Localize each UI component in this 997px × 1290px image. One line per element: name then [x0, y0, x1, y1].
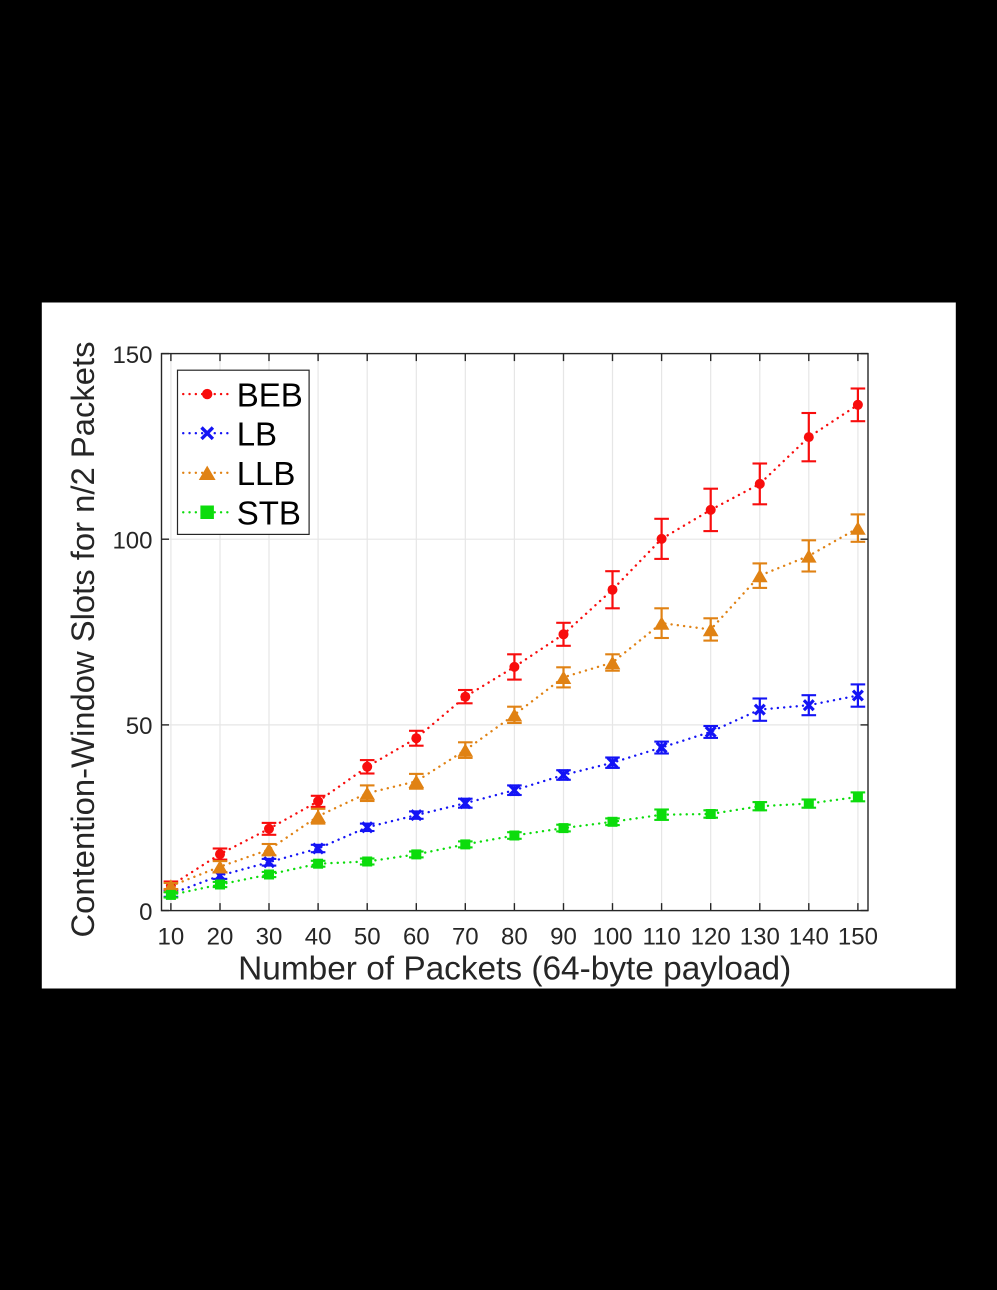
- svg-text:30: 30: [256, 923, 283, 950]
- svg-text:150: 150: [112, 342, 152, 369]
- svg-text:0: 0: [139, 899, 152, 926]
- svg-text:50: 50: [354, 923, 381, 950]
- svg-text:LLB: LLB: [237, 455, 296, 492]
- svg-text:20: 20: [207, 923, 234, 950]
- svg-text:80: 80: [501, 923, 528, 950]
- svg-text:STB: STB: [237, 495, 301, 532]
- svg-text:Contention-Window Slots for n/: Contention-Window Slots for n/2 Packets: [64, 341, 101, 937]
- svg-text:50: 50: [126, 713, 153, 740]
- svg-text:100: 100: [112, 528, 152, 555]
- svg-text:140: 140: [789, 923, 829, 950]
- svg-text:LB: LB: [237, 415, 277, 452]
- svg-text:100: 100: [592, 923, 632, 950]
- svg-text:110: 110: [642, 923, 680, 950]
- svg-text:70: 70: [452, 923, 479, 950]
- svg-text:60: 60: [403, 923, 430, 950]
- svg-text:120: 120: [691, 923, 731, 950]
- svg-text:150: 150: [838, 923, 878, 950]
- svg-text:BEB: BEB: [237, 376, 303, 413]
- svg-text:10: 10: [158, 923, 185, 950]
- svg-text:90: 90: [550, 923, 577, 950]
- svg-text:Number of Packets (64-byte pay: Number of Packets (64-byte payload): [238, 950, 791, 987]
- svg-text:40: 40: [305, 923, 332, 950]
- svg-text:130: 130: [740, 923, 780, 950]
